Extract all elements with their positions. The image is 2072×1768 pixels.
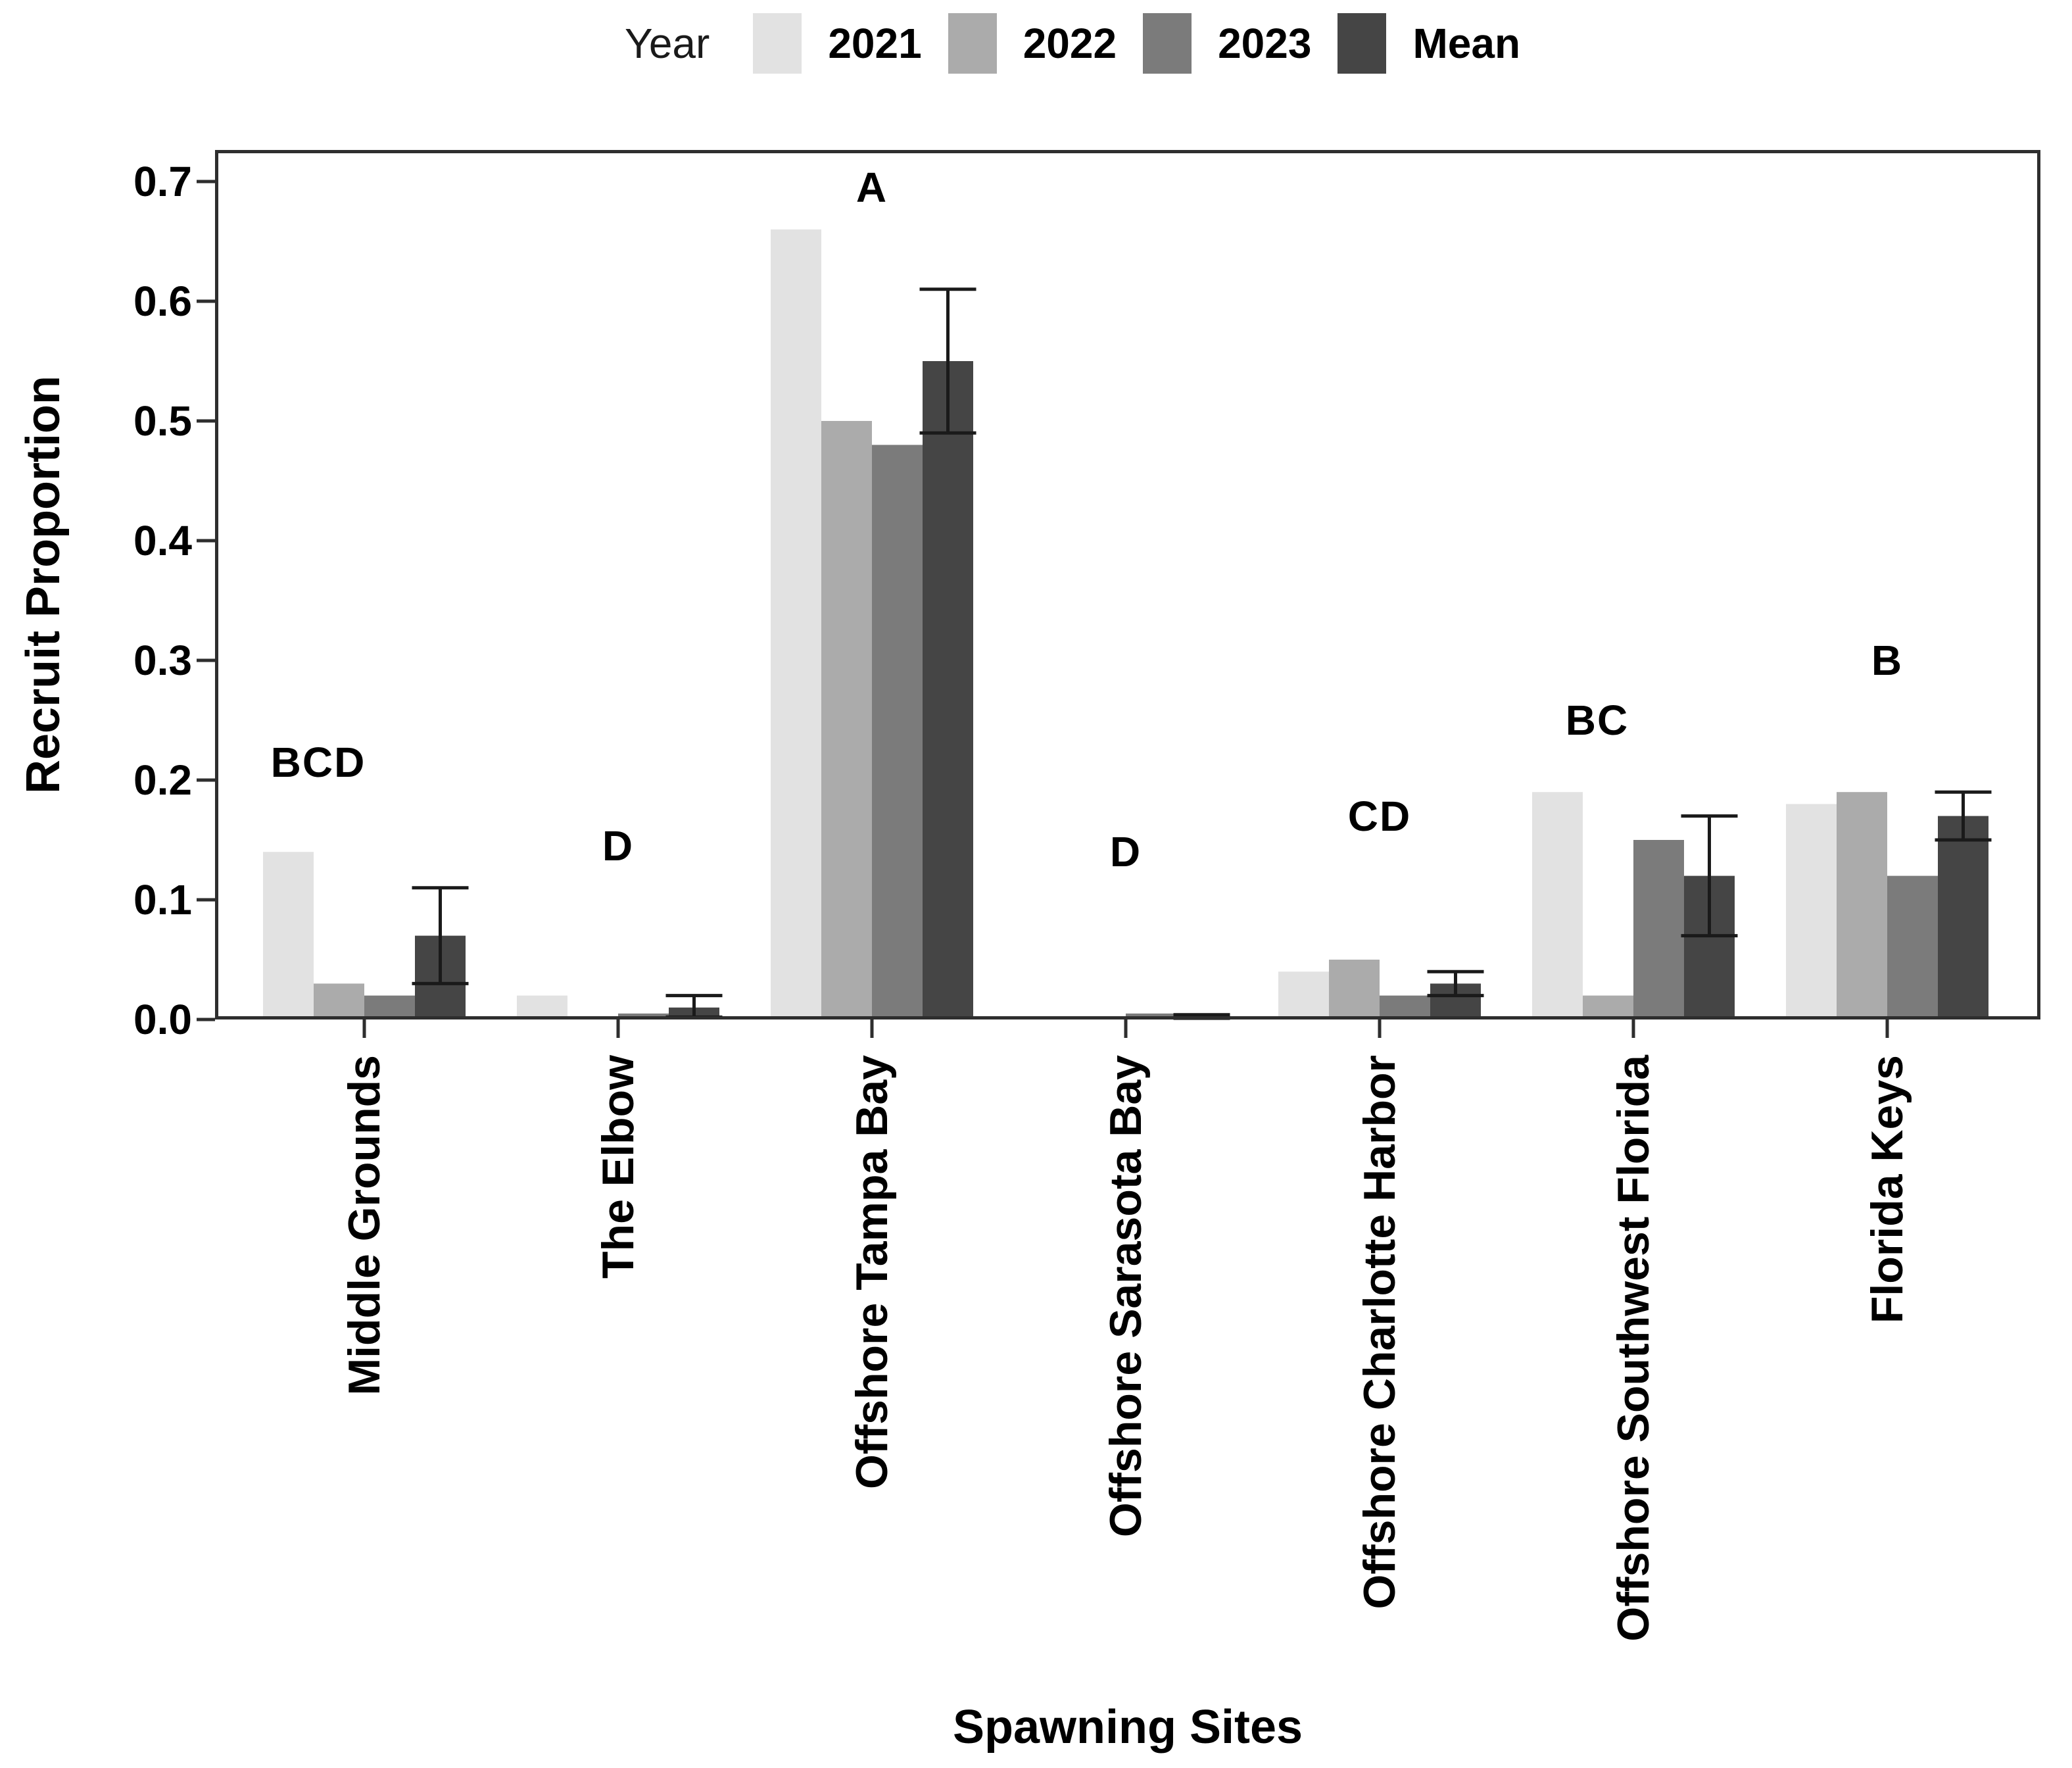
bar-2023-0: [364, 995, 415, 1019]
bar-2023-4: [1380, 995, 1430, 1019]
bar-2023-2: [872, 445, 923, 1019]
significance-letter: CD: [1347, 792, 1412, 840]
bar-2022-2: [821, 421, 872, 1019]
x-axis-title: Spawning Sites: [952, 1701, 1303, 1754]
significance-letter: B: [1871, 637, 1904, 684]
y-tick-label: 0.4: [133, 517, 192, 564]
bar-2022-6: [1837, 792, 1887, 1019]
bar-2021-2: [771, 229, 821, 1019]
legend-swatch-Mean: [1337, 13, 1387, 74]
bar-2021-5: [1532, 792, 1583, 1019]
bar-2023-5: [1633, 840, 1684, 1019]
y-tick-label: 0.6: [133, 278, 192, 325]
legend-title: Year: [625, 20, 710, 67]
legend-swatch-2023: [1143, 13, 1192, 74]
y-tick-label: 0.2: [133, 756, 192, 804]
bar-2021-4: [1278, 971, 1329, 1019]
significance-letter: BC: [1565, 697, 1629, 744]
x-tick-label: The Elbow: [593, 1055, 643, 1279]
x-tick-label: Offshore Charlotte Harbor: [1355, 1055, 1405, 1609]
legend-label-2021: 2021: [828, 20, 922, 67]
x-tick-label: Florida Keys: [1862, 1055, 1912, 1324]
x-tick-label: Offshore Tampa Bay: [847, 1055, 897, 1490]
bar-Mean-6: [1938, 816, 1988, 1019]
legend-label-2023: 2023: [1218, 20, 1312, 67]
legend-label-2022: 2022: [1023, 20, 1117, 67]
y-tick-label: 0.5: [133, 397, 192, 445]
bar-2022-5: [1583, 995, 1633, 1019]
y-tick-label: 0.7: [133, 158, 192, 205]
significance-letter: A: [855, 164, 888, 212]
bar-2022-0: [314, 983, 364, 1019]
significance-letter: BCD: [270, 738, 366, 786]
legend-swatch-2022: [948, 13, 997, 74]
bar-2023-6: [1887, 875, 1938, 1019]
bar-2021-1: [517, 995, 567, 1019]
bar-2021-6: [1786, 804, 1837, 1019]
y-tick-label: 0.3: [133, 637, 192, 684]
significance-letter: D: [602, 822, 635, 870]
x-tick-label: Offshore Southwest Florida: [1608, 1055, 1658, 1642]
plot-frame: [215, 150, 2040, 1019]
bar-2022-4: [1329, 960, 1380, 1019]
x-tick-label: Middle Grounds: [339, 1055, 389, 1396]
legend-swatch-2021: [753, 13, 802, 74]
x-tick-label: Offshore Sarasota Bay: [1101, 1055, 1151, 1538]
legend-label-Mean: Mean: [1412, 20, 1521, 67]
bar-Mean-2: [923, 361, 973, 1019]
y-axis-title: Recruit Proportion: [17, 375, 70, 795]
legend: Year 2021 2022 2023 Mean: [625, 9, 1520, 78]
y-tick-label: 0.1: [133, 876, 192, 923]
y-tick-label: 0.0: [133, 996, 192, 1043]
bar-2021-0: [263, 852, 314, 1019]
significance-letter: D: [1109, 828, 1142, 876]
